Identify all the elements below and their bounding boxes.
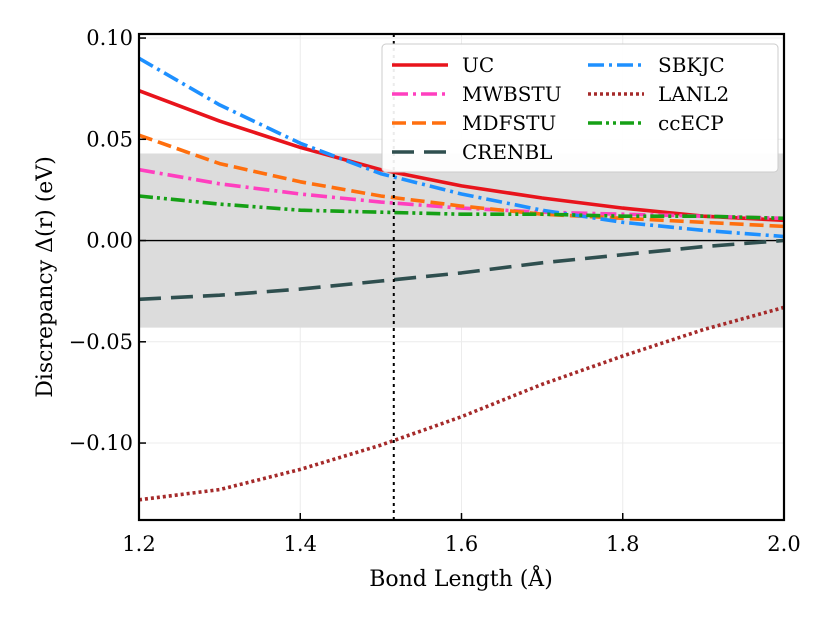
legend-box <box>381 43 779 173</box>
y-tick-label: 0.10 <box>86 26 133 50</box>
x-tick-label: 1.6 <box>445 532 478 556</box>
y-tick-label: −0.10 <box>69 431 133 455</box>
legend-label-lanl2: LANL2 <box>658 82 729 106</box>
legend-label-uc: UC <box>462 53 494 77</box>
x-tick-label: 2.0 <box>767 532 800 556</box>
plot-frame <box>137 32 786 522</box>
y-tick-label: 0.05 <box>86 127 133 151</box>
x-axis-label: Bond Length (Å) <box>369 564 553 592</box>
x-tick-label: 1.4 <box>284 532 317 556</box>
series-line-uc <box>139 89 784 223</box>
y-axis-label: Discrepancy Δ(r) (eV) <box>33 156 58 398</box>
series-lines <box>139 56 784 502</box>
legend-label-mwbstu: MWBSTU <box>462 82 562 106</box>
y-tick-label: 0.00 <box>86 229 133 253</box>
x-tick-label: 1.8 <box>606 532 639 556</box>
y-tick-label: −0.05 <box>69 330 133 354</box>
series-line-mwbstu <box>139 167 784 221</box>
series-line-mdfstu <box>139 133 784 229</box>
legend-label-sbkjc: SBKJC <box>658 53 725 77</box>
x-tick-label: 1.2 <box>122 532 155 556</box>
legend: UC MWBSTU MDFSTU CRENBL SBKJC LANL2 ccECP <box>381 43 779 173</box>
legend-label-ccecp: ccECP <box>658 111 724 135</box>
series-line-ccecp <box>139 194 784 221</box>
series-line-lanl2 <box>139 305 784 502</box>
series-line-sbkjc <box>139 56 784 239</box>
legend-label-crenbl: CRENBL <box>462 140 552 164</box>
legend-label-mdfstu: MDFSTU <box>462 111 556 135</box>
series-line-crenbl <box>139 238 784 302</box>
